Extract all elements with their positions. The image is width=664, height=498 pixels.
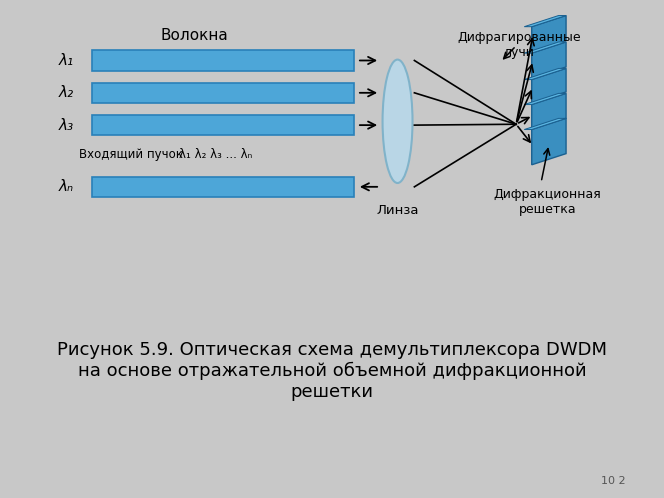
- Polygon shape: [532, 42, 566, 78]
- Polygon shape: [525, 94, 566, 105]
- Bar: [92, 83, 354, 103]
- Bar: [92, 176, 354, 197]
- Text: λ₁ λ₂ λ₃ ... λₙ: λ₁ λ₂ λ₃ ... λₙ: [179, 148, 252, 161]
- Text: Входящий пучок: Входящий пучок: [79, 148, 183, 161]
- Text: λₙ: λₙ: [59, 179, 74, 194]
- Text: Линза: Линза: [376, 205, 419, 218]
- Text: Рисунок 5.9. Оптическая схема демультиплексора DWDM
на основе отражательной объе: Рисунок 5.9. Оптическая схема демультипл…: [57, 341, 607, 400]
- Text: Волокна: Волокна: [161, 28, 228, 43]
- Polygon shape: [532, 68, 566, 103]
- Text: Дифракционная
решетка: Дифракционная решетка: [493, 188, 601, 216]
- Bar: [92, 50, 354, 71]
- Polygon shape: [525, 119, 566, 129]
- Polygon shape: [525, 15, 566, 27]
- Text: Дифрагированные
лучи: Дифрагированные лучи: [457, 31, 581, 59]
- Text: λ₂: λ₂: [59, 85, 74, 100]
- Polygon shape: [532, 15, 566, 52]
- Text: λ₁: λ₁: [59, 53, 74, 68]
- Text: λ₃: λ₃: [59, 118, 74, 132]
- Polygon shape: [532, 119, 566, 165]
- Ellipse shape: [382, 60, 412, 183]
- Polygon shape: [532, 94, 566, 129]
- Text: 10 2: 10 2: [601, 476, 625, 486]
- Polygon shape: [525, 68, 566, 80]
- Polygon shape: [525, 42, 566, 53]
- Bar: [92, 115, 354, 135]
